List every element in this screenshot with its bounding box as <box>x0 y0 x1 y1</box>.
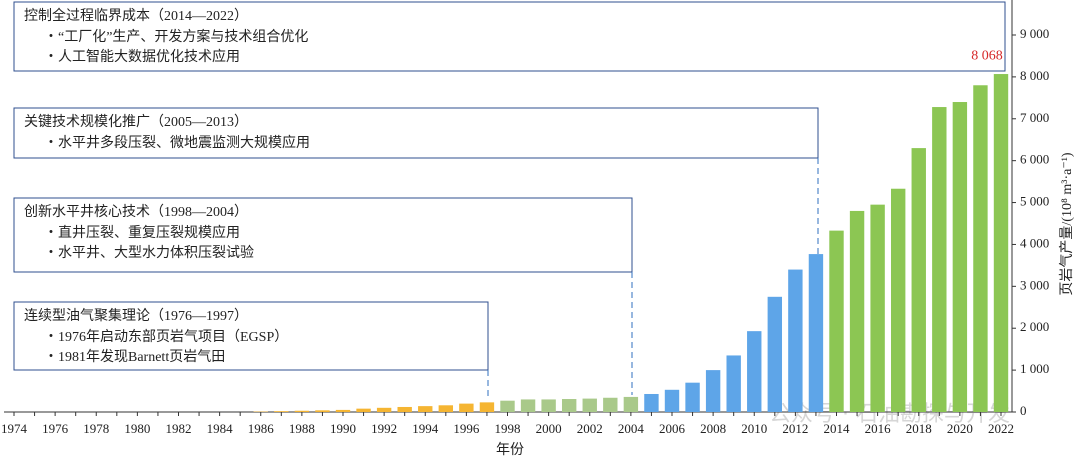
y-axis-label: 页岩气产量/(10⁸ m³·a⁻¹) <box>1059 152 1075 295</box>
annotation-box <box>13 1 1006 72</box>
bar <box>356 408 371 412</box>
x-tick-label: 1974 <box>1 421 28 436</box>
y-tick-label: 3 000 <box>1020 277 1049 292</box>
x-tick-label: 1996 <box>453 421 480 436</box>
annotation-item: ・1981年发现Barnett页岩气田 <box>44 349 225 365</box>
bar <box>479 402 495 412</box>
bar <box>644 393 659 412</box>
x-tick-label: 1988 <box>289 421 315 436</box>
value-label: 8 068 <box>971 48 1003 63</box>
bar <box>397 406 412 412</box>
annotation-item: ・直井压裂、重复压裂规模应用 <box>44 224 240 241</box>
annotation-item: ・人工智能大数据优化技术应用 <box>44 48 240 65</box>
bar <box>932 107 947 412</box>
bar <box>315 410 330 412</box>
x-tick-label: 2022 <box>988 421 1014 436</box>
bar <box>376 407 392 412</box>
x-tick-label: 1984 <box>207 421 234 436</box>
bar <box>541 399 556 412</box>
y-tick-label: 5 000 <box>1020 194 1049 209</box>
x-tick-label: 2012 <box>782 421 808 436</box>
x-tick-label: 2002 <box>577 421 603 436</box>
bar <box>623 396 639 412</box>
bar <box>747 331 762 412</box>
bar <box>603 397 618 412</box>
x-tick-label: 2018 <box>906 421 932 436</box>
bar <box>664 389 680 412</box>
y-tick-label: 4 000 <box>1020 235 1049 250</box>
y-tick-label: 0 <box>1020 403 1027 418</box>
bar <box>685 382 700 412</box>
x-tick-label: 1998 <box>495 421 521 436</box>
x-tick-label: 2004 <box>618 421 645 436</box>
bar <box>520 399 536 412</box>
bar <box>459 403 474 412</box>
annotation-item: ・“工厂化”生产、开发方案与技术组合优化 <box>44 28 308 45</box>
x-tick-label: 2000 <box>536 421 562 436</box>
bar <box>705 370 721 412</box>
x-tick-label: 2008 <box>700 421 726 436</box>
annotation-title: 连续型油气聚集理论（1976—1997） <box>24 307 248 324</box>
x-tick-label: 2014 <box>824 421 851 436</box>
x-tick-label: 2010 <box>741 421 767 436</box>
x-tick-label: 1986 <box>248 421 275 436</box>
bar <box>808 254 824 412</box>
annotation-item: ・1976年启动东部页岩气项目（EGSP） <box>44 329 288 345</box>
bar <box>418 406 433 412</box>
bar <box>294 410 310 412</box>
annotation-title: 控制全过程临界成本（2014—2022） <box>24 7 248 24</box>
y-tick-label: 8 000 <box>1020 68 1049 83</box>
annotation-box <box>13 301 489 371</box>
x-axis-label: 年份 <box>496 442 524 458</box>
x-tick-label: 1992 <box>371 421 397 436</box>
bar <box>870 204 885 412</box>
y-tick-label: 2 000 <box>1020 319 1049 334</box>
x-tick-label: 1976 <box>42 421 69 436</box>
bar <box>911 148 926 412</box>
x-tick-label: 2020 <box>947 421 973 436</box>
bar <box>890 188 906 412</box>
bar <box>274 411 289 412</box>
bar <box>952 102 968 413</box>
bar <box>561 399 577 412</box>
x-tick-label: 1980 <box>124 421 150 436</box>
annotation-box <box>13 197 633 273</box>
bar <box>582 398 597 412</box>
x-tick-label: 1990 <box>330 421 356 436</box>
bar <box>788 269 803 412</box>
bar <box>973 85 988 413</box>
bar <box>993 74 1009 413</box>
annotation-title: 创新水平井核心技术（1998—2004） <box>24 204 248 220</box>
bar <box>849 210 865 412</box>
x-tick-label: 1978 <box>83 421 109 436</box>
x-tick-label: 2016 <box>865 421 892 436</box>
y-tick-label: 7 000 <box>1020 110 1049 125</box>
bar <box>829 230 844 412</box>
y-tick-label: 1 000 <box>1020 361 1049 376</box>
annotation-item: ・水平井多段压裂、微地震监测大规模应用 <box>44 134 310 151</box>
bar <box>335 409 351 412</box>
x-tick-label: 1994 <box>412 421 439 436</box>
annotation-title: 关键技术规模化推广（2005—2013） <box>24 114 248 130</box>
y-tick-label: 9 000 <box>1020 26 1049 41</box>
bar <box>767 296 783 412</box>
x-tick-label: 2006 <box>659 421 686 436</box>
y-tick-label: 6 000 <box>1020 152 1049 167</box>
bar <box>438 405 454 412</box>
x-tick-label: 1982 <box>166 421 192 436</box>
annotation-item: ・水平井、大型水力体积压裂试验 <box>44 245 254 261</box>
annotation-box <box>13 107 819 159</box>
bar <box>726 355 741 412</box>
bar <box>500 400 515 412</box>
